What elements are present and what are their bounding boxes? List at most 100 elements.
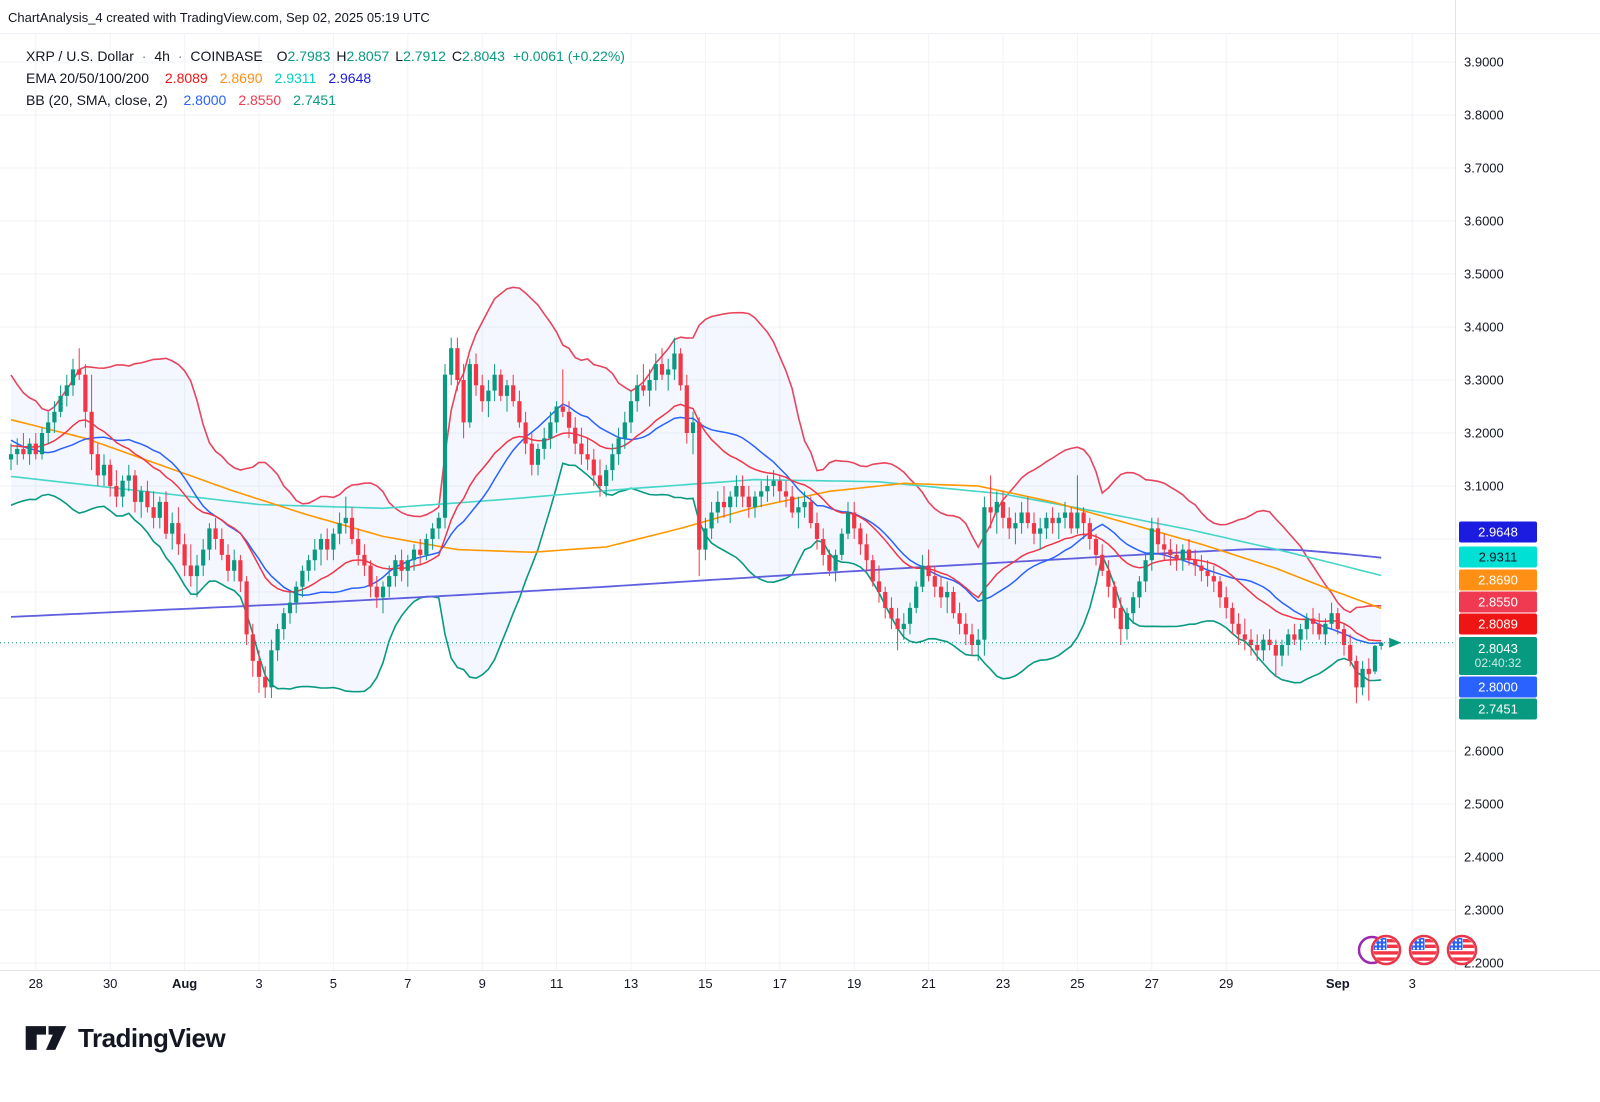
- candle-body: [58, 395, 63, 412]
- ema-value: 2.9311: [274, 70, 317, 86]
- candle-body: [1106, 570, 1111, 587]
- ema-value: 2.8690: [219, 70, 263, 86]
- ema20-line[interactable]: [10, 403, 1382, 642]
- candle-body: [275, 629, 280, 651]
- economic-events-markers[interactable]: [1348, 925, 1488, 975]
- candle-body: [39, 433, 45, 455]
- candle-body: [300, 570, 305, 587]
- candle-body: [542, 438, 547, 449]
- us-flag-event-icon[interactable]: [1446, 934, 1478, 966]
- candle-body: [839, 533, 844, 555]
- candle-body: [1267, 639, 1272, 645]
- candle-body: [765, 486, 770, 492]
- candle-body: [672, 353, 677, 370]
- candle-body: [697, 422, 702, 550]
- candle-body: [715, 501, 720, 513]
- candle-body: [504, 385, 510, 396]
- candle-body: [963, 623, 968, 635]
- candle-body: [70, 369, 76, 386]
- candle-body: [1193, 560, 1198, 566]
- legend-ema-row[interactable]: EMA 20/50/100/200 2.8089 2.8690 2.9311 2.96…: [26, 67, 633, 89]
- candle-body: [1143, 560, 1148, 582]
- bb-basis-price-label[interactable]: 2.8000: [1459, 676, 1537, 698]
- price-label-value: 2.8000: [1478, 679, 1518, 695]
- goto-realtime-arrow-icon[interactable]: [1389, 637, 1402, 648]
- time-tick-label: 29: [1218, 976, 1234, 991]
- bb-values: 2.8000 2.8550 2.7451: [176, 92, 340, 108]
- candle-body: [1224, 597, 1229, 608]
- tradingview-logo[interactable]: TradingView: [24, 1022, 226, 1054]
- candle-body: [1093, 539, 1099, 555]
- candle-body: [1031, 523, 1037, 534]
- ema20-price-label[interactable]: 2.8089: [1459, 613, 1537, 635]
- candle-body: [387, 576, 392, 587]
- candle-body: [163, 501, 169, 534]
- time-tick-label: 3: [255, 976, 263, 991]
- bb-lower-band-line[interactable]: [10, 462, 1382, 693]
- time-axis-separator: [0, 970, 1600, 971]
- us-flag-event-icon[interactable]: [1408, 934, 1440, 966]
- candle-body: [473, 364, 479, 386]
- ema50-price-label[interactable]: 2.8690: [1459, 569, 1537, 591]
- candle-body: [1075, 512, 1080, 529]
- candle-body: [281, 613, 286, 630]
- candle-body: [1354, 660, 1359, 688]
- candle-body: [1341, 629, 1347, 645]
- ema-value: 2.8089: [164, 70, 208, 86]
- time-tick-label: Aug: [171, 976, 198, 991]
- candle-body: [523, 422, 528, 444]
- bb-upper-price-label[interactable]: 2.8550: [1459, 591, 1537, 613]
- price-tick-label: 3.3000: [1464, 372, 1504, 388]
- candle-body: [1298, 629, 1303, 640]
- candle-body: [1044, 517, 1049, 529]
- price-tick-label: 3.2000: [1464, 425, 1504, 441]
- candle-body: [380, 586, 386, 598]
- bb-upper-band-line[interactable]: [10, 286, 1382, 614]
- ohlc-value: 2.8057: [346, 48, 390, 64]
- candle-body: [641, 385, 646, 391]
- candle-body: [604, 470, 609, 486]
- us-flag-event-icon[interactable]: [1370, 934, 1402, 966]
- candle-body: [1286, 634, 1291, 645]
- candle-body: [132, 475, 138, 502]
- candle-body: [368, 565, 373, 587]
- candle-body: [89, 411, 94, 455]
- legend-symbol-row[interactable]: XRP / U.S. Dollar · 4h · COINBASE O2.798…: [26, 45, 633, 67]
- ema200-price-label[interactable]: 2.9648: [1459, 521, 1537, 543]
- legend-bb-row[interactable]: BB (20, SMA, close, 2) 2.8000 2.8550 2.745…: [26, 89, 633, 111]
- candle-body: [27, 443, 32, 455]
- bb-lower-price-label[interactable]: 2.7451: [1459, 698, 1537, 720]
- price-tick-label: 3.4000: [1464, 319, 1504, 335]
- plot-area[interactable]: [0, 34, 1455, 970]
- price-tick-label: 2.5000: [1464, 796, 1504, 812]
- candle-body: [1137, 581, 1142, 598]
- candle-body: [1279, 645, 1285, 656]
- candle-body: [684, 385, 689, 433]
- candle-body: [411, 549, 417, 561]
- ohlc-letter: L: [395, 48, 404, 64]
- last-price-label[interactable]: 2.8043 02:40:32: [1459, 637, 1537, 675]
- time-tick-label: 13: [623, 976, 639, 991]
- candle-body: [746, 496, 751, 508]
- separator: ·: [141, 48, 147, 64]
- candle-body: [325, 539, 330, 550]
- candle-body: [15, 448, 20, 455]
- candle-body: [914, 586, 919, 608]
- candle-body: [393, 560, 398, 577]
- time-tick-label: 17: [772, 976, 788, 991]
- candle-body: [1168, 549, 1173, 555]
- candle-body: [1304, 618, 1309, 630]
- candle-body: [535, 448, 541, 465]
- candle-body: [287, 602, 293, 614]
- time-tick-label: 5: [329, 976, 338, 991]
- time-tick-label: 30: [102, 976, 118, 991]
- candle-body: [845, 512, 851, 534]
- candle-body: [1310, 618, 1316, 624]
- candle-body: [170, 523, 175, 534]
- candle-body: [1379, 642, 1384, 646]
- ema100-line[interactable]: [10, 475, 1382, 577]
- candle-body: [752, 496, 758, 508]
- ema100-price-label[interactable]: 2.9311: [1459, 546, 1537, 568]
- candle-body: [703, 528, 708, 550]
